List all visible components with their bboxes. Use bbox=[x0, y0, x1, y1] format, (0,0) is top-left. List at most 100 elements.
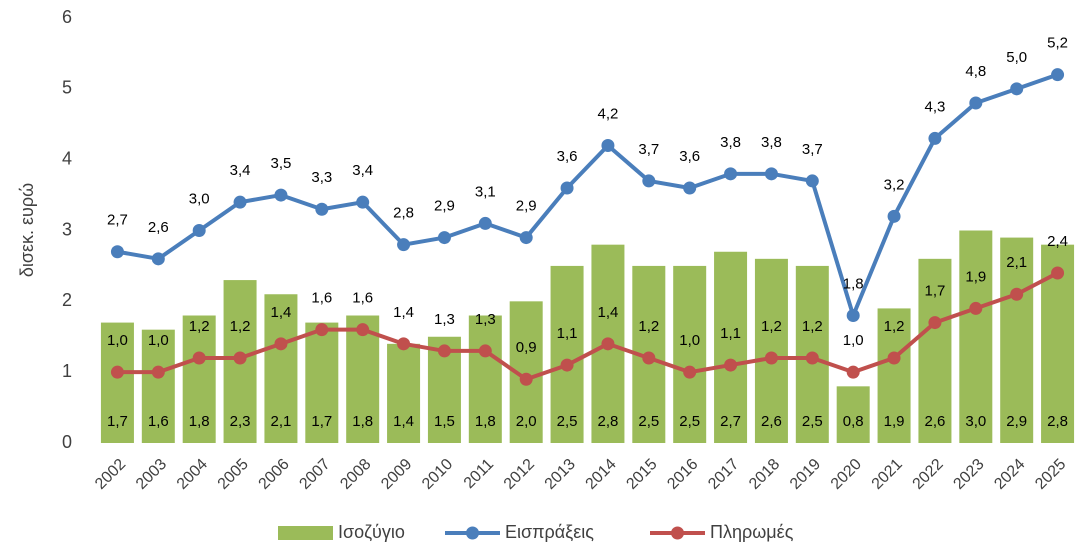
data-label: 3,4 bbox=[230, 162, 251, 179]
data-label: 1,8 bbox=[352, 413, 373, 430]
data-label: 1,5 bbox=[434, 413, 455, 430]
data-label: 3,8 bbox=[720, 134, 741, 151]
x-tick-label: 2007 bbox=[296, 456, 333, 493]
data-label: 1,7 bbox=[107, 413, 128, 430]
data-label: 2,4 bbox=[1047, 233, 1068, 250]
point bbox=[764, 167, 778, 181]
data-label: 1,2 bbox=[638, 318, 659, 335]
y-tick-label: 5 bbox=[62, 78, 72, 98]
point bbox=[560, 181, 574, 195]
point bbox=[724, 358, 738, 372]
data-label: 2,7 bbox=[720, 413, 741, 430]
data-label: 3,8 bbox=[761, 134, 782, 151]
data-label: 2,1 bbox=[1006, 254, 1027, 271]
point bbox=[724, 167, 738, 181]
point bbox=[397, 337, 411, 351]
point bbox=[315, 323, 329, 337]
data-label: 1,2 bbox=[802, 318, 823, 335]
x-tick-label: 2014 bbox=[583, 456, 620, 493]
legend-swatch bbox=[278, 526, 333, 540]
point bbox=[1010, 82, 1024, 96]
point bbox=[519, 231, 533, 245]
point bbox=[887, 209, 901, 223]
data-label: 1,1 bbox=[720, 325, 741, 342]
legend-label: Πληρωμές bbox=[710, 522, 794, 542]
bar bbox=[264, 294, 298, 443]
data-label: 1,2 bbox=[230, 318, 251, 335]
data-label: 1,0 bbox=[148, 332, 169, 349]
data-label: 1,8 bbox=[189, 413, 210, 430]
point bbox=[274, 188, 288, 202]
data-label: 5,2 bbox=[1047, 35, 1068, 52]
bar bbox=[387, 343, 421, 443]
y-tick-label: 2 bbox=[62, 290, 72, 310]
data-label: 3,1 bbox=[475, 183, 496, 200]
point bbox=[315, 202, 329, 216]
data-label: 2,3 bbox=[230, 413, 251, 430]
bar bbox=[877, 308, 911, 443]
x-tick-label: 2004 bbox=[174, 456, 211, 493]
x-tick-label: 2015 bbox=[623, 456, 660, 493]
point bbox=[928, 316, 942, 330]
point bbox=[560, 358, 574, 372]
bar bbox=[918, 258, 952, 443]
bar bbox=[141, 329, 175, 443]
point bbox=[1051, 68, 1065, 82]
bar bbox=[754, 258, 788, 443]
data-label: 1,4 bbox=[393, 413, 414, 430]
y-axis-label: δισεκ. ευρώ bbox=[17, 183, 37, 277]
point bbox=[110, 245, 124, 259]
point bbox=[110, 365, 124, 379]
data-label: 1,1 bbox=[557, 325, 578, 342]
data-label: 5,0 bbox=[1006, 49, 1027, 66]
data-label: 3,0 bbox=[965, 413, 986, 430]
y-tick-label: 6 bbox=[62, 7, 72, 27]
data-label: 2,9 bbox=[516, 198, 537, 215]
data-label: 3,7 bbox=[638, 141, 659, 158]
point bbox=[151, 365, 165, 379]
data-label: 2,9 bbox=[434, 198, 455, 215]
x-tick-label: 2008 bbox=[337, 456, 374, 493]
data-label: 1,2 bbox=[761, 318, 782, 335]
data-label: 2,6 bbox=[761, 413, 782, 430]
data-label: 1,4 bbox=[271, 304, 292, 321]
data-label: 0,8 bbox=[843, 413, 864, 430]
x-tick-label: 2023 bbox=[950, 456, 987, 493]
point bbox=[437, 344, 451, 358]
bar bbox=[468, 315, 502, 443]
x-tick-label: 2003 bbox=[133, 456, 170, 493]
x-tick-label: 2017 bbox=[705, 456, 742, 493]
point bbox=[397, 238, 411, 252]
bar bbox=[836, 386, 870, 443]
point bbox=[274, 337, 288, 351]
data-label: 1,3 bbox=[434, 311, 455, 328]
point bbox=[356, 323, 370, 337]
data-label: 1,8 bbox=[475, 413, 496, 430]
point bbox=[601, 139, 615, 152]
data-label: 1,6 bbox=[148, 413, 169, 430]
data-label: 1,6 bbox=[352, 290, 373, 307]
point bbox=[192, 224, 206, 237]
data-label: 3,7 bbox=[802, 141, 823, 158]
point bbox=[478, 216, 492, 230]
data-label: 4,3 bbox=[925, 98, 946, 115]
data-label: 2,6 bbox=[925, 413, 946, 430]
data-label: 2,7 bbox=[107, 212, 128, 229]
point bbox=[1051, 266, 1065, 280]
bar bbox=[550, 265, 584, 443]
point bbox=[478, 344, 492, 358]
point bbox=[601, 337, 615, 351]
data-label: 2,9 bbox=[1006, 413, 1027, 430]
data-label: 3,6 bbox=[557, 148, 578, 165]
x-tick-label: 2005 bbox=[215, 456, 252, 493]
point bbox=[192, 351, 206, 365]
x-tick-label: 2021 bbox=[869, 456, 906, 493]
point bbox=[437, 231, 451, 245]
data-label: 3,0 bbox=[189, 190, 210, 207]
point bbox=[683, 181, 697, 195]
data-label: 1,2 bbox=[189, 318, 210, 335]
x-tick-label: 2024 bbox=[991, 456, 1028, 493]
data-label: 1,7 bbox=[311, 413, 332, 430]
point bbox=[846, 365, 860, 379]
